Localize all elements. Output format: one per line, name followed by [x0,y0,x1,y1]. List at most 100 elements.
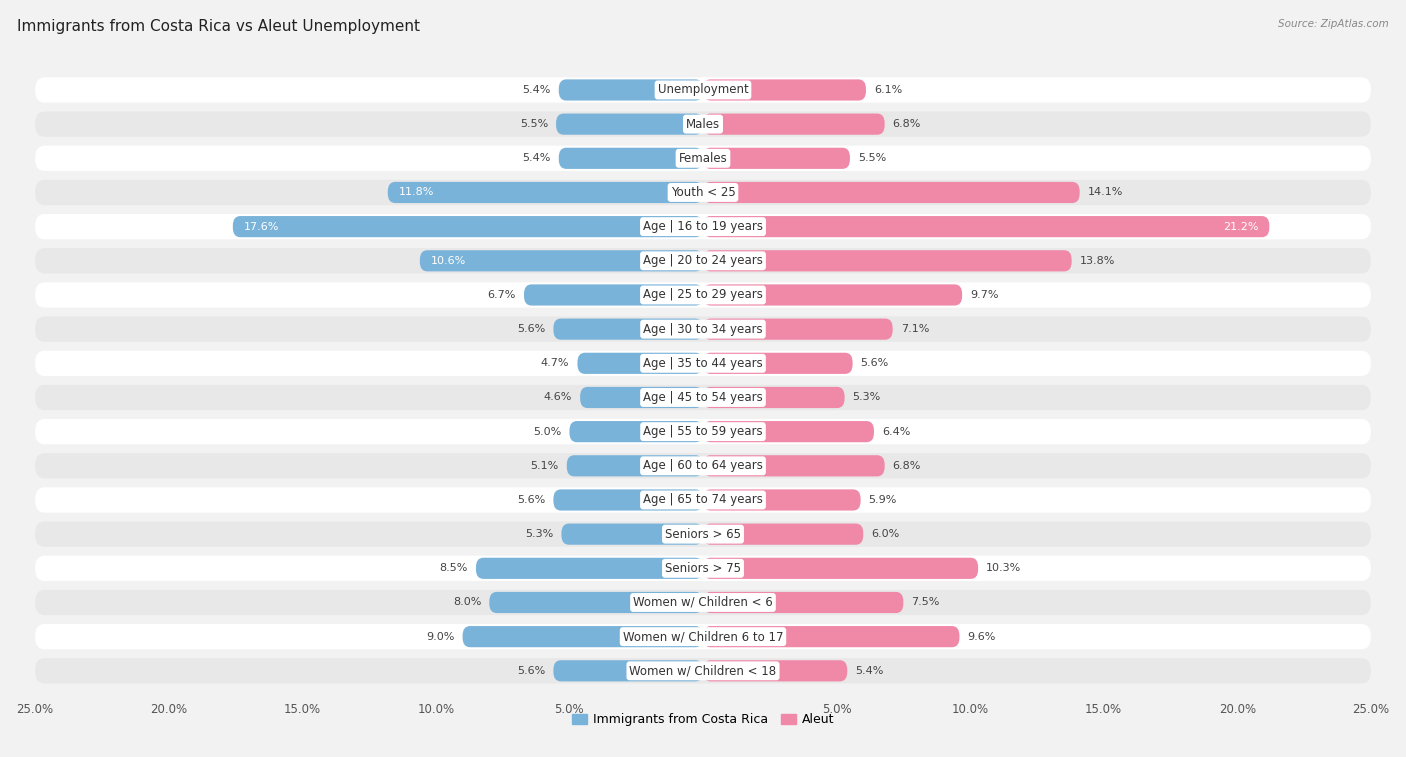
Text: Age | 16 to 19 years: Age | 16 to 19 years [643,220,763,233]
Text: Women w/ Children < 18: Women w/ Children < 18 [630,665,776,678]
FancyBboxPatch shape [35,453,1371,478]
FancyBboxPatch shape [703,251,1071,272]
FancyBboxPatch shape [35,590,1371,615]
Text: 6.1%: 6.1% [875,85,903,95]
FancyBboxPatch shape [555,114,703,135]
Text: Seniors > 65: Seniors > 65 [665,528,741,540]
Text: 5.3%: 5.3% [852,392,880,403]
Text: 5.4%: 5.4% [855,666,883,676]
FancyBboxPatch shape [35,350,1371,376]
FancyBboxPatch shape [35,556,1371,581]
Text: Age | 65 to 74 years: Age | 65 to 74 years [643,494,763,506]
Text: 14.1%: 14.1% [1088,188,1123,198]
Text: 4.7%: 4.7% [541,358,569,369]
FancyBboxPatch shape [703,489,860,510]
Text: 5.6%: 5.6% [517,666,546,676]
Text: Females: Females [679,152,727,165]
Legend: Immigrants from Costa Rica, Aleut: Immigrants from Costa Rica, Aleut [567,709,839,731]
Text: Source: ZipAtlas.com: Source: ZipAtlas.com [1278,19,1389,29]
Text: 5.3%: 5.3% [526,529,554,539]
FancyBboxPatch shape [35,658,1371,684]
FancyBboxPatch shape [703,626,959,647]
Text: 5.4%: 5.4% [523,154,551,164]
FancyBboxPatch shape [554,660,703,681]
FancyBboxPatch shape [35,385,1371,410]
Text: 10.6%: 10.6% [430,256,465,266]
FancyBboxPatch shape [703,79,866,101]
FancyBboxPatch shape [420,251,703,272]
Text: 9.7%: 9.7% [970,290,998,300]
FancyBboxPatch shape [703,660,848,681]
Text: Women w/ Children 6 to 17: Women w/ Children 6 to 17 [623,630,783,643]
FancyBboxPatch shape [703,558,979,579]
FancyBboxPatch shape [558,79,703,101]
FancyBboxPatch shape [489,592,703,613]
Text: 7.1%: 7.1% [901,324,929,334]
Text: 9.6%: 9.6% [967,631,995,642]
Text: Age | 55 to 59 years: Age | 55 to 59 years [643,425,763,438]
Text: Age | 35 to 44 years: Age | 35 to 44 years [643,357,763,370]
FancyBboxPatch shape [581,387,703,408]
FancyBboxPatch shape [35,316,1371,341]
Text: 5.9%: 5.9% [869,495,897,505]
FancyBboxPatch shape [703,353,852,374]
Text: 5.6%: 5.6% [517,495,546,505]
FancyBboxPatch shape [703,319,893,340]
Text: Women w/ Children < 6: Women w/ Children < 6 [633,596,773,609]
Text: 6.0%: 6.0% [872,529,900,539]
FancyBboxPatch shape [703,148,849,169]
Text: Males: Males [686,117,720,131]
Text: 6.8%: 6.8% [893,461,921,471]
FancyBboxPatch shape [703,114,884,135]
FancyBboxPatch shape [35,111,1371,137]
Text: Seniors > 75: Seniors > 75 [665,562,741,575]
Text: 6.4%: 6.4% [882,427,910,437]
FancyBboxPatch shape [703,524,863,545]
FancyBboxPatch shape [703,182,1080,203]
Text: Age | 60 to 64 years: Age | 60 to 64 years [643,459,763,472]
FancyBboxPatch shape [35,522,1371,547]
Text: 21.2%: 21.2% [1223,222,1258,232]
Text: Immigrants from Costa Rica vs Aleut Unemployment: Immigrants from Costa Rica vs Aleut Unem… [17,19,420,34]
FancyBboxPatch shape [35,214,1371,239]
FancyBboxPatch shape [475,558,703,579]
FancyBboxPatch shape [524,285,703,306]
FancyBboxPatch shape [703,285,962,306]
Text: Age | 30 to 34 years: Age | 30 to 34 years [643,322,763,335]
FancyBboxPatch shape [35,248,1371,273]
FancyBboxPatch shape [569,421,703,442]
Text: 5.0%: 5.0% [533,427,561,437]
FancyBboxPatch shape [35,282,1371,307]
Text: 4.6%: 4.6% [544,392,572,403]
FancyBboxPatch shape [703,216,1270,237]
Text: 5.4%: 5.4% [523,85,551,95]
Text: 11.8%: 11.8% [398,188,434,198]
FancyBboxPatch shape [558,148,703,169]
FancyBboxPatch shape [35,180,1371,205]
FancyBboxPatch shape [554,489,703,510]
Text: 13.8%: 13.8% [1080,256,1115,266]
Text: 5.6%: 5.6% [517,324,546,334]
Text: 5.1%: 5.1% [530,461,558,471]
FancyBboxPatch shape [703,387,845,408]
Text: Unemployment: Unemployment [658,83,748,96]
Text: Age | 25 to 29 years: Age | 25 to 29 years [643,288,763,301]
FancyBboxPatch shape [35,77,1371,103]
FancyBboxPatch shape [703,592,903,613]
FancyBboxPatch shape [567,455,703,476]
Text: Age | 20 to 24 years: Age | 20 to 24 years [643,254,763,267]
FancyBboxPatch shape [578,353,703,374]
Text: 6.7%: 6.7% [488,290,516,300]
FancyBboxPatch shape [703,421,875,442]
FancyBboxPatch shape [463,626,703,647]
FancyBboxPatch shape [35,488,1371,512]
Text: 17.6%: 17.6% [243,222,278,232]
Text: 5.5%: 5.5% [858,154,886,164]
FancyBboxPatch shape [388,182,703,203]
FancyBboxPatch shape [35,419,1371,444]
Text: Youth < 25: Youth < 25 [671,186,735,199]
Text: 8.5%: 8.5% [440,563,468,573]
FancyBboxPatch shape [233,216,703,237]
Text: 9.0%: 9.0% [426,631,454,642]
FancyBboxPatch shape [703,455,884,476]
